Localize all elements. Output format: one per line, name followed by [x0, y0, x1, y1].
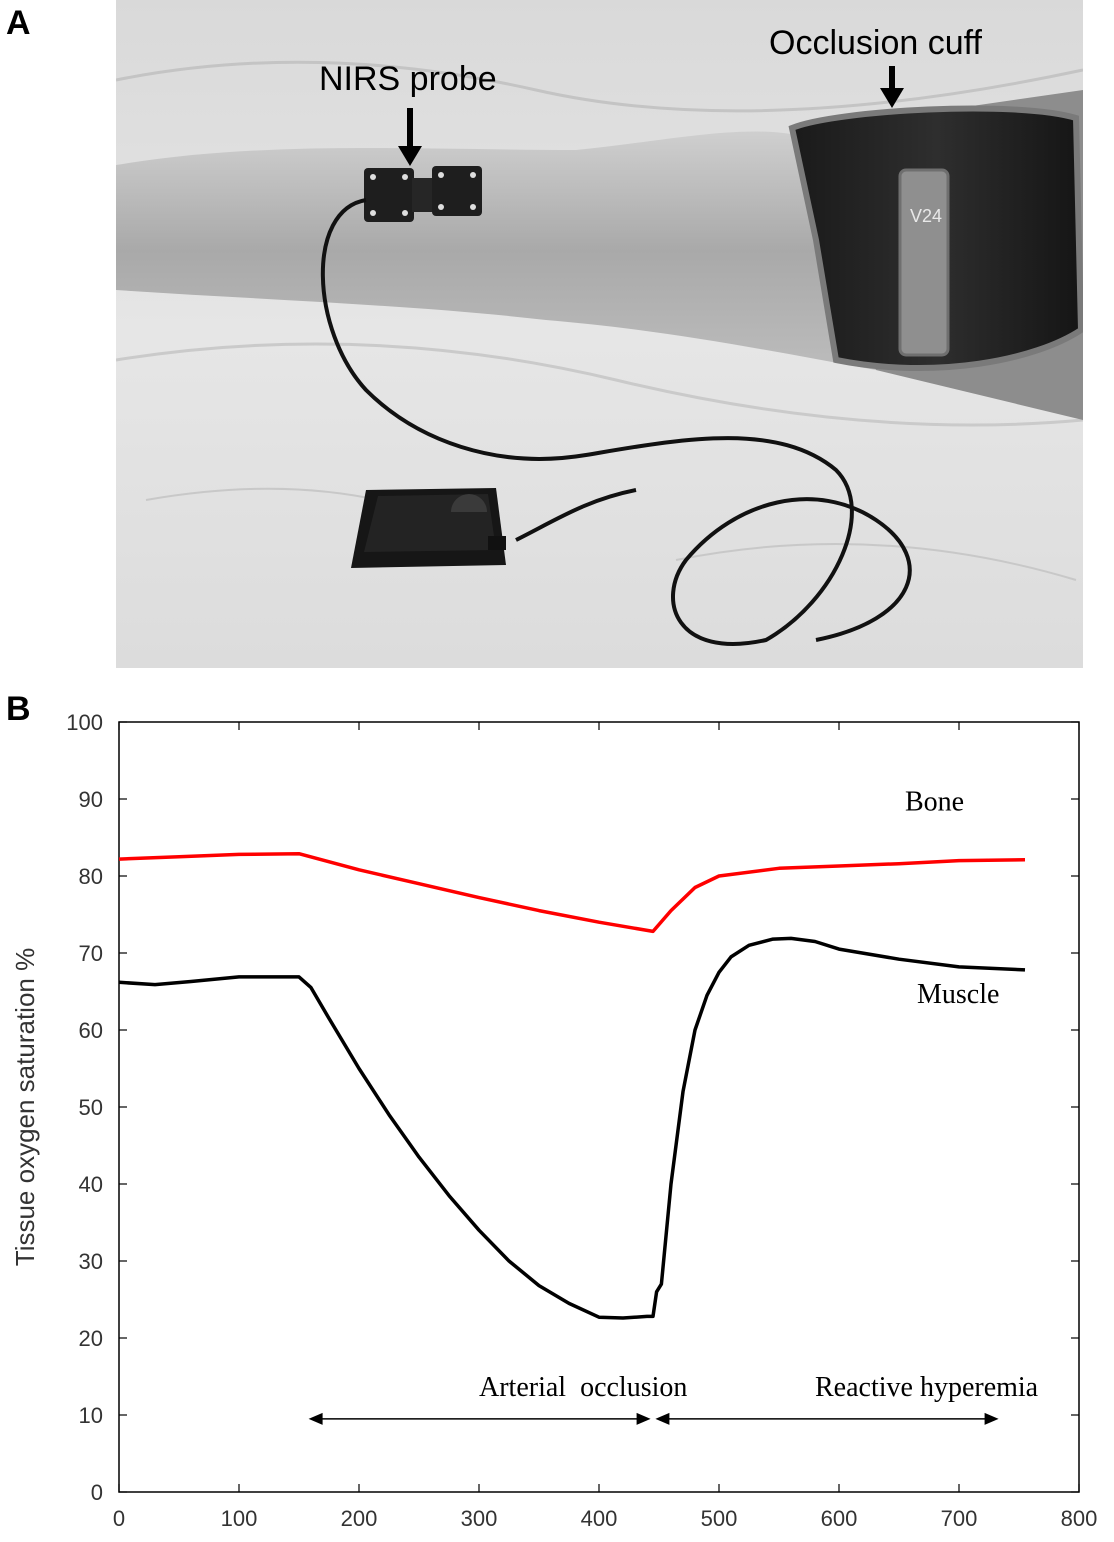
- saturation-chart: 0 100 200 300 400 500 600 700 800 0 10 20 30 40 50 60 70…: [10, 710, 1098, 1531]
- x-tick-label: 100: [221, 1506, 258, 1531]
- y-tick-label: 50: [79, 1095, 103, 1120]
- annotation-label: Muscle: [917, 979, 999, 1010]
- x-tick-label: 800: [1061, 1506, 1098, 1531]
- y-tick-label: 20: [79, 1326, 103, 1351]
- cuff-label: Occlusion cuff: [769, 24, 982, 62]
- cuff-arrow: [880, 66, 904, 108]
- period-arrow: [308, 1412, 651, 1425]
- y-tick-label: 80: [79, 864, 103, 889]
- chart-panel: 0 100 200 300 400 500 600 700 800 0 10 20 30 40 50 60 70…: [0, 700, 1114, 1537]
- annotation-label: Reactive hyperemia: [815, 1372, 1039, 1403]
- annotation-label: Arterial occlusion: [479, 1372, 687, 1403]
- probe-arrow: [398, 108, 422, 166]
- photo-panel: V24 NIRS probe Occlusion cuff: [115, 0, 1085, 668]
- probe-cable: [320, 198, 912, 646]
- y-tick-label: 60: [79, 1018, 103, 1043]
- period-arrow: [655, 1412, 999, 1425]
- y-tick-label: 0: [91, 1480, 103, 1505]
- y-tick-label: 70: [79, 941, 103, 966]
- panel-label-a: A: [6, 4, 31, 42]
- series-line-bone: [118, 851, 1026, 934]
- leg: [116, 131, 876, 370]
- x-tick-label: 500: [701, 1506, 738, 1531]
- cuff-strap: [898, 168, 950, 357]
- probe-label: NIRS probe: [319, 60, 497, 98]
- panel-label-b: B: [6, 690, 31, 728]
- y-tick-label: 10: [79, 1403, 103, 1428]
- x-tick-label: 700: [941, 1506, 978, 1531]
- x-tick-label: 400: [581, 1506, 618, 1531]
- x-tick-label: 600: [821, 1506, 858, 1531]
- annotation-label: Bone: [905, 787, 964, 818]
- nirs-probe: [364, 166, 482, 222]
- y-tick-label: 90: [79, 787, 103, 812]
- y-axis-label: Tissue oxygen saturation %: [10, 948, 40, 1266]
- y-tick-label: 100: [66, 710, 103, 735]
- cuff-mark: V24: [910, 206, 942, 226]
- setup-photo: V24 NIRS probe Occlusion cuff: [115, 0, 1085, 668]
- series-line-muscle: [118, 936, 1026, 1320]
- y-tick-label: 40: [79, 1172, 103, 1197]
- x-tick-label: 300: [461, 1506, 498, 1531]
- nirs-device: [351, 488, 506, 568]
- x-tick-label: 200: [341, 1506, 378, 1531]
- y-tick-label: 30: [79, 1249, 103, 1274]
- x-tick-label: 0: [113, 1506, 125, 1531]
